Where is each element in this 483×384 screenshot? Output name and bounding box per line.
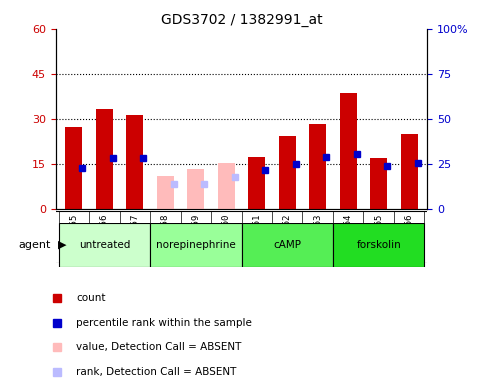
Text: GSM310059: GSM310059 bbox=[191, 214, 200, 262]
Text: GSM310066: GSM310066 bbox=[405, 214, 413, 262]
Text: agent: agent bbox=[18, 240, 51, 250]
Bar bbox=[58, 223, 150, 267]
Text: count: count bbox=[76, 293, 106, 303]
Bar bbox=[66, 127, 82, 209]
Text: GSM310055: GSM310055 bbox=[70, 214, 78, 262]
Text: GSM310064: GSM310064 bbox=[344, 214, 353, 262]
Bar bbox=[157, 176, 174, 209]
Text: GSM310062: GSM310062 bbox=[283, 214, 292, 262]
Text: GSM310058: GSM310058 bbox=[161, 214, 170, 262]
Text: GSM310063: GSM310063 bbox=[313, 214, 322, 262]
Bar bbox=[333, 223, 425, 267]
Text: value, Detection Call = ABSENT: value, Detection Call = ABSENT bbox=[76, 343, 242, 353]
Text: untreated: untreated bbox=[79, 240, 130, 250]
Text: cAMP: cAMP bbox=[273, 240, 301, 250]
Bar bbox=[150, 223, 242, 267]
Text: percentile rank within the sample: percentile rank within the sample bbox=[76, 318, 252, 328]
Bar bbox=[401, 134, 417, 209]
Bar bbox=[187, 169, 204, 209]
Text: GSM310065: GSM310065 bbox=[374, 214, 383, 262]
Text: GSM310057: GSM310057 bbox=[130, 214, 139, 262]
Text: GSM310060: GSM310060 bbox=[222, 214, 231, 262]
Bar bbox=[218, 163, 235, 209]
Text: GSM310061: GSM310061 bbox=[252, 214, 261, 262]
Bar bbox=[127, 114, 143, 209]
Bar bbox=[96, 109, 113, 209]
Bar bbox=[248, 157, 265, 209]
Text: GSM310056: GSM310056 bbox=[100, 214, 109, 262]
Bar bbox=[370, 158, 387, 209]
Bar bbox=[242, 223, 333, 267]
Text: forskolin: forskolin bbox=[356, 240, 401, 250]
Bar bbox=[340, 93, 356, 209]
Bar bbox=[279, 136, 296, 209]
Text: GDS3702 / 1382991_at: GDS3702 / 1382991_at bbox=[161, 13, 322, 27]
Bar bbox=[309, 124, 326, 209]
Text: ▶: ▶ bbox=[58, 240, 67, 250]
Text: rank, Detection Call = ABSENT: rank, Detection Call = ABSENT bbox=[76, 367, 237, 377]
Text: norepinephrine: norepinephrine bbox=[156, 240, 236, 250]
